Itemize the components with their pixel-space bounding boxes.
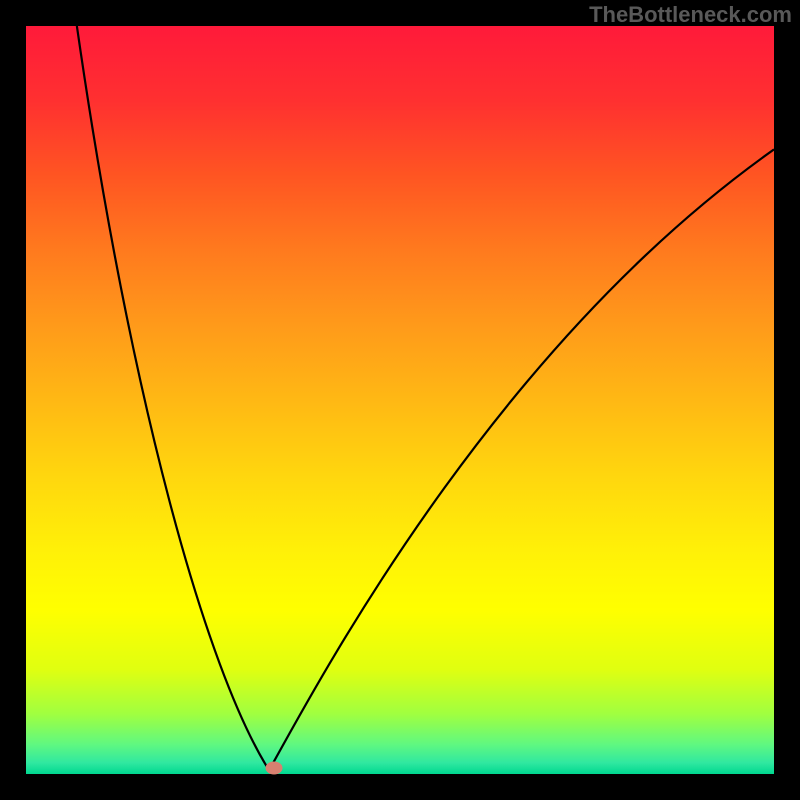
plot-area bbox=[26, 26, 774, 774]
optimal-marker bbox=[266, 762, 283, 775]
bottleneck-curve bbox=[26, 26, 774, 774]
watermark-text: TheBottleneck.com bbox=[589, 2, 792, 28]
chart-container: TheBottleneck.com bbox=[0, 0, 800, 800]
curve-path bbox=[77, 26, 774, 770]
